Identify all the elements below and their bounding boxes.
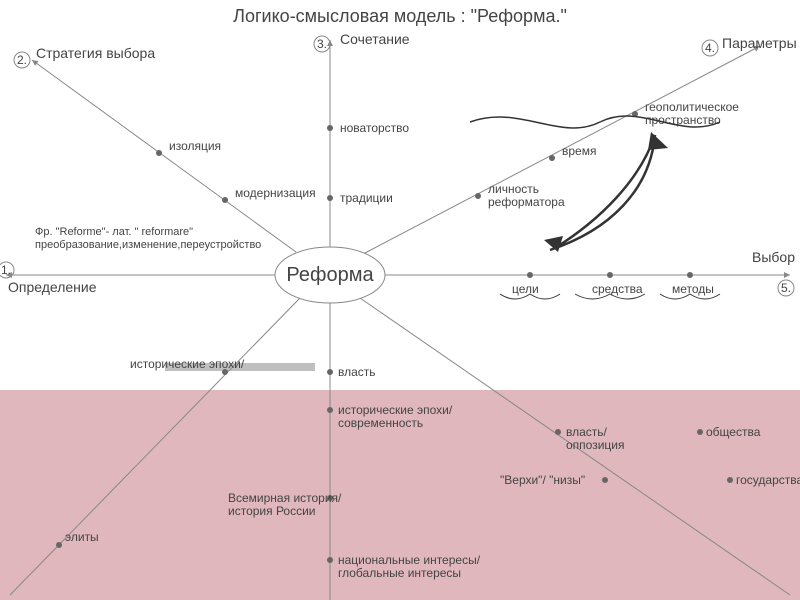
svg-text:геополитическое: геополитическое xyxy=(645,100,739,114)
svg-text:исторические эпохи/: исторические эпохи/ xyxy=(130,357,245,371)
center-label: Реформа xyxy=(286,264,374,286)
svg-text:новаторство: новаторство xyxy=(340,121,409,135)
svg-text:реформатора: реформатора xyxy=(488,195,565,209)
diagram-title: Логико-смысловая модель : "Реформа." xyxy=(233,6,567,26)
svg-text:личность: личность xyxy=(488,182,539,196)
svg-text:изоляция: изоляция xyxy=(169,139,221,153)
svg-text:1.: 1. xyxy=(1,263,11,277)
svg-text:методы: методы xyxy=(672,282,714,296)
ray2-nodes: изоляция модернизация xyxy=(156,139,316,203)
svg-text:традиции: традиции xyxy=(340,191,393,205)
svg-text:цели: цели xyxy=(512,282,539,296)
ray3-nodes: новаторство традиции xyxy=(327,121,409,205)
diagram-canvas: Логико-смысловая модель : "Реформа." 1. О… xyxy=(0,0,800,600)
svg-text:Параметры: Параметры xyxy=(722,35,797,51)
svg-text:государства: государства xyxy=(736,473,800,487)
svg-text:"Верхи"/ "низы": "Верхи"/ "низы" xyxy=(500,473,585,487)
svg-text:власть/: власть/ xyxy=(566,425,608,439)
svg-text:элиты: элиты xyxy=(65,530,99,544)
svg-text:3.: 3. xyxy=(317,37,327,51)
svg-text:Выбор: Выбор xyxy=(752,249,795,265)
svg-text:Определение: Определение xyxy=(8,279,97,295)
svg-text:Стратегия выбора: Стратегия выбора xyxy=(36,45,155,61)
svg-text:власть: власть xyxy=(338,365,376,379)
definition-caption-1: Фр. "Reforme"- лат. " reformare" xyxy=(35,226,193,238)
svg-text:оппозиция: оппозиция xyxy=(566,438,625,452)
svg-text:Всемирная история/: Всемирная история/ xyxy=(228,491,342,505)
svg-text:общества: общества xyxy=(706,425,761,439)
ray5-nodes: цели средства методы xyxy=(512,272,714,296)
svg-text:современность: современность xyxy=(338,416,423,430)
ray4-nodes: геополитическоепространствовремяличность… xyxy=(475,100,739,209)
svg-text:средства: средства xyxy=(592,282,643,296)
svg-text:2.: 2. xyxy=(17,53,27,67)
svg-text:национальные интересы/: национальные интересы/ xyxy=(338,553,481,567)
svg-text:время: время xyxy=(562,144,596,158)
svg-text:глобальные интересы: глобальные интересы xyxy=(338,566,461,580)
rays: 1. Определение 2. Стратегия выбора 3. Сочетан… xyxy=(0,31,797,296)
svg-text:история России: история России xyxy=(228,504,316,518)
svg-text:исторические эпохи/: исторические эпохи/ xyxy=(338,403,453,417)
svg-text:Сочетание: Сочетание xyxy=(340,31,410,47)
svg-text:модернизация: модернизация xyxy=(235,186,316,200)
definition-caption-2: преобразование,изменение,переустройство xyxy=(35,239,261,251)
svg-text:5.: 5. xyxy=(781,281,791,295)
svg-text:4.: 4. xyxy=(705,41,715,55)
